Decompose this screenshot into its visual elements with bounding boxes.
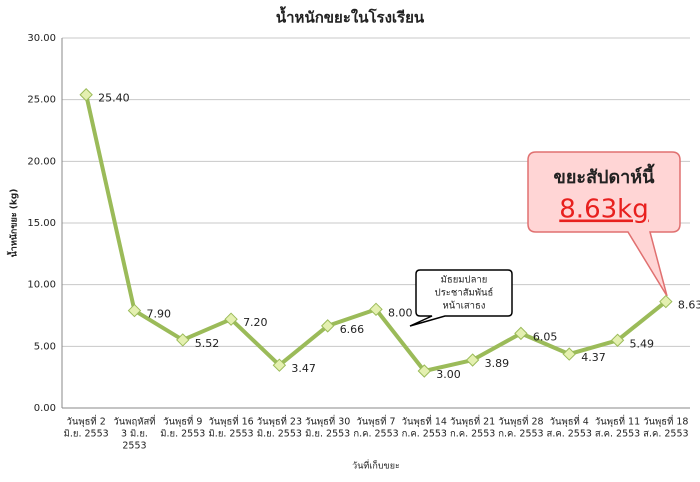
x-tick-label: วันพุธที่ 23 [257,415,302,428]
y-tick-label: 5.00 [34,341,56,352]
data-label: 7.90 [146,308,171,321]
callout-text: ประชาสัมพันธ์ [435,287,494,299]
data-marker [127,303,142,318]
data-marker [369,302,383,317]
y-axis-label: น้ำหนักขยะ (kg) [7,189,20,258]
x-tick-label: ก.ค. 2553 [402,429,447,440]
y-tick-label: 20.00 [27,156,56,167]
data-label: 8.00 [388,306,413,319]
x-tick-label: วันพุธที่ 7 [356,415,395,428]
data-marker [272,358,287,372]
data-label: 25.40 [98,92,129,105]
x-tick-label: มิ.ย. 2553 [209,429,254,440]
data-marker [176,333,190,347]
x-tick-label: ส.ค. 2553 [643,429,688,440]
y-tick-label: 10.00 [27,280,56,291]
x-tick-label: วันพฤหัสที่ [113,415,155,428]
y-tick-label: 25.00 [27,95,56,106]
x-tick-label: วันพุธที่ 14 [402,415,447,428]
x-tick-label: วันพุธที่ 21 [450,415,495,428]
x-tick-label: มิ.ย. 2553 [305,429,350,440]
data-label: 5.52 [195,337,220,350]
data-label: 6.66 [340,323,365,336]
highlight-callout [527,151,681,297]
callout-box [409,269,513,327]
data-label: 3.47 [291,362,316,375]
x-tick-label: วันพุธที่ 4 [550,415,589,428]
data-marker [320,319,335,333]
data-marker [465,353,480,367]
x-tick-label: มิ.ย. 2553 [64,429,109,440]
y-tick-label: 0.00 [34,403,56,414]
x-tick-label: วันพุธที่ 16 [208,415,253,428]
data-marker [514,326,528,341]
data-marker [79,88,93,102]
x-tick-label: 2553 [122,441,146,452]
x-tick-label: วันพุธที่ 18 [643,415,688,428]
data-line [84,94,668,373]
x-tick-label: ก.ค. 2553 [498,429,543,440]
x-tick-label: ส.ค. 2553 [595,429,640,440]
x-tick-label: วันพุธที่ 9 [163,415,202,428]
data-marker [224,312,238,326]
data-label: 6.05 [533,330,558,343]
x-tick-label: วันพุธที่ 11 [595,415,640,428]
callout-value: 8.63kg [559,195,648,225]
y-tick-label: 15.00 [27,218,56,229]
data-marker [562,347,576,361]
chart-title: น้ำหนักขยะในโรงเรียน [276,6,425,27]
x-tick-label: วันพุธที่ 2 [67,415,106,428]
data-label: 8.63 [678,299,700,312]
data-label: 3.89 [485,357,510,370]
callout-title: ขยะสัปดาห์นี้ [554,163,656,188]
y-tick-label: 30.00 [27,33,56,44]
callout-text: มัธยมปลาย [441,275,488,286]
x-tick-label: วันพุธที่ 28 [498,415,543,428]
x-tick-label: มิ.ย. 2553 [160,429,205,440]
x-tick-label: มิ.ย. 2553 [257,429,302,440]
callout-text: หน้าเสาธง [443,301,486,312]
data-marker [610,333,625,347]
x-tick-label: ก.ค. 2553 [450,429,495,440]
x-axis-label: วันที่เก็บขยะ [352,459,400,472]
data-label: 4.37 [581,351,606,364]
x-tick-label: ส.ค. 2553 [547,429,592,440]
x-tick-label: 3 มิ.ย. [121,429,148,440]
data-marker [417,364,432,378]
x-tick-label: ก.ค. 2553 [353,429,398,440]
data-label: 7.20 [243,316,267,329]
data-label: 5.49 [630,337,655,350]
data-label: 3.00 [436,368,461,381]
data-marker [659,294,673,309]
x-tick-label: วันพุธที่ 30 [305,415,350,428]
